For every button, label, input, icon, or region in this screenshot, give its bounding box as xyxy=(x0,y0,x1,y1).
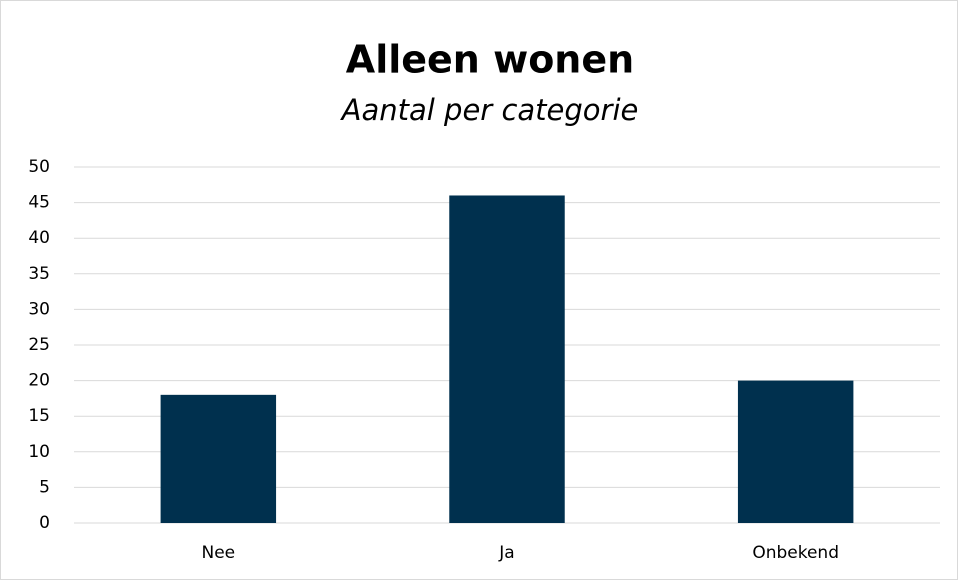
y-tick-label: 30 xyxy=(28,299,50,319)
chart-title: Alleen wonen xyxy=(346,38,634,82)
y-tick-label: 20 xyxy=(28,371,50,391)
y-tick-label: 35 xyxy=(28,264,50,284)
y-tick-label: 0 xyxy=(39,513,50,533)
bar xyxy=(737,380,854,523)
y-tick-label: 15 xyxy=(28,406,50,426)
chart-subtitle: Aantal per categorie xyxy=(340,93,639,127)
bar xyxy=(160,394,277,523)
y-tick-label: 25 xyxy=(28,335,50,355)
x-tick-label: Nee xyxy=(202,543,236,563)
x-tick-label: Onbekend xyxy=(752,543,839,563)
y-tick-label: 40 xyxy=(28,228,50,248)
y-tick-label: 45 xyxy=(28,193,50,213)
y-tick-label: 50 xyxy=(28,157,50,177)
y-tick-label: 5 xyxy=(39,477,50,497)
y-tick-label: 10 xyxy=(28,442,50,462)
x-tick-label: Ja xyxy=(498,543,514,563)
bar xyxy=(449,195,565,524)
